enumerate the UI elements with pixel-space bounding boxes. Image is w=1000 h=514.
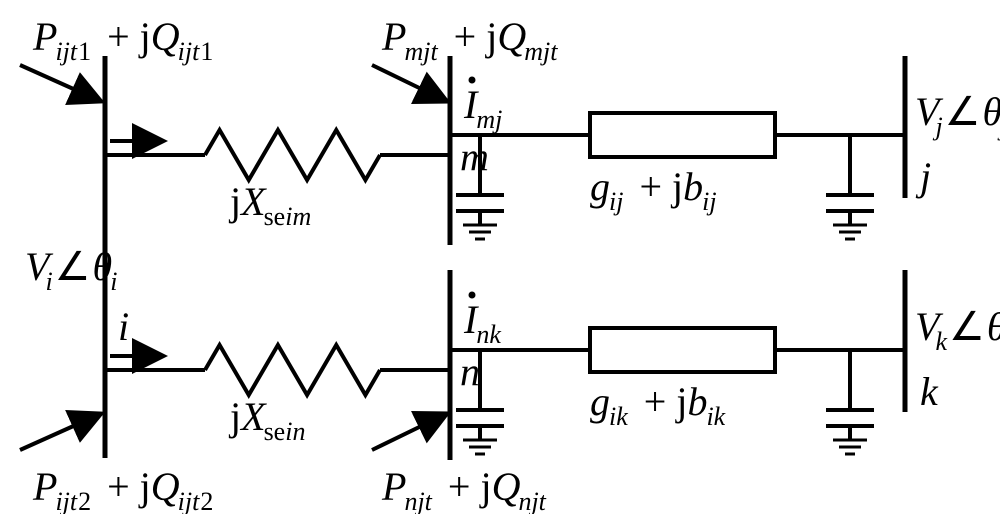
resistor-Xsein — [205, 345, 380, 395]
phasor-dot — [469, 292, 476, 299]
label-Vi: Vi∠θi — [25, 244, 117, 296]
label-Xseim: jXseim — [228, 179, 311, 231]
label-gik: gik + jbik — [590, 379, 726, 431]
label-Pijt1: Pijt1 + jQijt1 — [32, 14, 213, 66]
label-Imj: Imj — [463, 82, 502, 134]
circuit-diagram: Pijt1 + jQijt1 Pmjt + jQmjt Pijt2 + jQijt2… — [0, 0, 1000, 514]
impedance-box-gik — [590, 328, 775, 372]
label-Pijt2: Pijt2 + jQijt2 — [32, 464, 213, 514]
arrow — [372, 65, 444, 100]
label-gij: gij + jbij — [590, 164, 717, 216]
label-Ink: Ink — [463, 297, 501, 349]
label-Xsein: jXsein — [228, 394, 305, 446]
label-Vk: Vk∠θk — [915, 304, 1000, 356]
label-Pnjt: Pnjt + jQnjt — [381, 464, 547, 514]
arrow — [20, 65, 98, 100]
label-Pmjt: Pmjt + jQmjt — [381, 14, 558, 66]
phasor-dot — [469, 77, 476, 84]
arrow — [372, 415, 444, 450]
impedance-box-gij — [590, 113, 775, 157]
label-m: m — [460, 134, 489, 179]
resistor-Xseim — [205, 130, 380, 180]
label-k: k — [920, 369, 939, 414]
label-Vj: Vj∠θj — [915, 89, 1000, 141]
label-i: i — [118, 304, 129, 349]
label-j: j — [915, 154, 931, 199]
label-n: n — [460, 349, 480, 394]
arrow — [20, 415, 98, 450]
